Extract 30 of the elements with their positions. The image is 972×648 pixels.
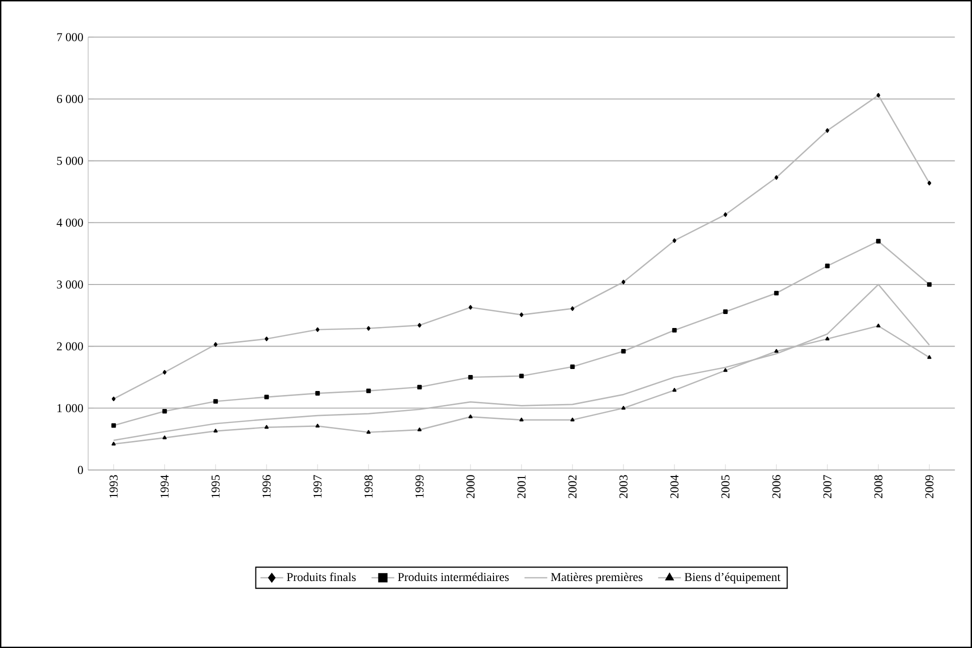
x-tick-label: 1998: [364, 475, 373, 498]
x-tick-label: 2000: [466, 475, 475, 498]
y-tick-label: 4 000: [56, 218, 83, 227]
x-tick-label: 2001: [517, 475, 526, 498]
legend-label: Produits intermédiaires: [398, 572, 509, 582]
legend-label: Matières premières: [550, 572, 642, 584]
y-tick-label: 2 000: [56, 342, 83, 350]
line-series: [112, 284, 930, 441]
x-tick-label: 2003: [619, 475, 628, 498]
x-tick-label: 2009: [925, 475, 934, 498]
x-tick-label: 2004: [670, 474, 678, 498]
x-tick-label: 2006: [772, 475, 780, 498]
x-tick-label: 1997: [314, 475, 322, 498]
y-tick-label: 7 000: [57, 33, 83, 42]
x-tick-label: 1995: [212, 475, 220, 498]
y-tick-label: 0: [78, 466, 83, 474]
x-tick-label: 1996: [262, 475, 271, 498]
x-tick-label: 2008: [874, 475, 882, 498]
y-tick-label: 6 000: [56, 94, 83, 103]
y-tick-label: 1 000: [57, 404, 83, 412]
legend-label: Produits finals: [286, 572, 356, 582]
legend-label: Biens d’équipement: [684, 572, 780, 584]
x-tick-label: 2007: [823, 475, 832, 498]
x-tick-label: 2002: [568, 475, 577, 498]
x-tick-label: 1993: [110, 475, 118, 498]
y-tick-label: 5 000: [57, 156, 83, 165]
x-tick-label: 1999: [415, 475, 424, 498]
x-tick-label: 1994: [160, 474, 169, 498]
x-tick-label: 2005: [721, 475, 730, 498]
y-tick-label: 3 000: [57, 280, 83, 288]
